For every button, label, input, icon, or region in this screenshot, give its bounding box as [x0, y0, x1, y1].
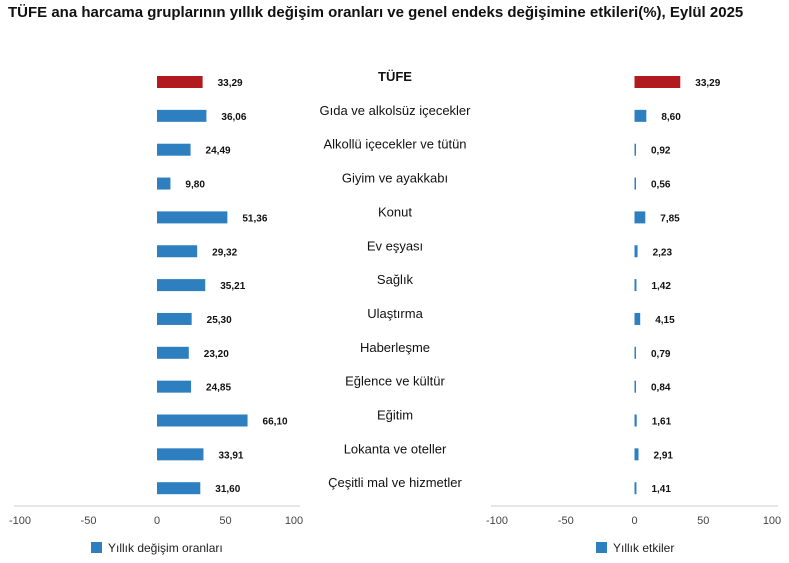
impact-data-label: 2,23	[653, 247, 673, 258]
change-data-label: 35,21	[220, 281, 245, 292]
impact-data-label: 0,56	[651, 180, 671, 191]
change-data-label: 66,10	[263, 417, 288, 428]
change-data-label: 51,36	[242, 213, 267, 224]
change-data-label: 23,20	[204, 349, 229, 360]
impact-data-label: 4,15	[655, 315, 675, 326]
legend-swatch	[91, 542, 102, 553]
impact-bar-saglik	[634, 279, 637, 292]
change-bar-alkollu-icecekler-ve-tutun	[157, 143, 191, 156]
impact-bar-cesitli-mal-ve-hizmetler	[634, 482, 637, 495]
change-data-label: 33,91	[218, 450, 243, 461]
impact-bar-lokanta-ve-oteller	[634, 448, 639, 461]
impact-data-label: 1,61	[652, 417, 672, 428]
change-bar-eglence-ve-kultur	[157, 380, 192, 393]
impact-data-label: 0,79	[651, 349, 671, 360]
change-bar-haberlesme	[157, 346, 189, 359]
left-panel-change-rates: -100 -50 0 50 100 33,29 36,06 24,49 9,80 51,36 29,…	[9, 76, 303, 527]
category-label-lokanta-ve-oteller: Lokanta ve oteller	[344, 441, 447, 456]
change-bar-ulastirma	[157, 312, 192, 325]
change-bar-giyim-ve-ayakkabi	[157, 177, 171, 190]
impact-data-label: 2,91	[654, 450, 674, 461]
category-label-saglik: Sağlık	[377, 272, 414, 287]
impact-bar-giyim-ve-ayakkabi	[634, 177, 636, 190]
impact-data-label: 7,85	[660, 213, 680, 224]
change-bar-konut	[157, 211, 228, 224]
legend-label: Yıllık etkiler	[613, 541, 674, 555]
impact-data-label: 0,92	[651, 146, 671, 157]
impact-bar-eglence-ve-kultur	[634, 380, 636, 393]
impact-data-label: 1,42	[651, 281, 671, 292]
change-bar-ev-esyasi	[157, 245, 198, 258]
change-data-label: 9,80	[185, 180, 205, 191]
category-label-giyim-ve-ayakkabi: Giyim ve ayakkabı	[342, 171, 448, 186]
impact-data-label: 8,60	[661, 112, 681, 123]
change-data-label: 36,06	[221, 112, 246, 123]
chart-title: TÜFE ana harcama gruplarının yıllık deği…	[8, 4, 744, 21]
impact-tick-label: 100	[763, 515, 781, 527]
change-tick-label: 0	[154, 515, 160, 527]
category-labels: TÜFE Gıda ve alkolsüz içecekler Alkollü iç…	[319, 69, 471, 490]
category-label-konut: Konut	[378, 204, 412, 219]
change-bar-cesitli-mal-ve-hizmetler	[157, 482, 201, 495]
change-tick-label: 50	[219, 515, 231, 527]
impact-bar-gida-ve-alkolsuz-icecekler	[634, 109, 647, 122]
category-label-cesitli-mal-ve-hizmetler: Çeşitli mal ve hizmetler	[328, 475, 462, 490]
change-data-label: 33,29	[218, 78, 243, 89]
change-bar-egitim	[157, 414, 248, 427]
impact-tick-label: -100	[486, 515, 508, 527]
category-label-ev-esyasi: Ev eşyası	[367, 238, 423, 253]
change-bar-saglik	[157, 279, 206, 292]
impact-data-label: 33,29	[695, 78, 720, 89]
change-bar-lokanta-ve-oteller	[157, 448, 204, 461]
legend-impacts: Yıllık etkiler	[596, 541, 674, 555]
change-data-label: 29,32	[212, 247, 237, 258]
impact-tick-label: 0	[631, 515, 637, 527]
impact-bar-ulastirma	[634, 312, 641, 325]
impact-bar-egitim	[634, 414, 637, 427]
impact-bar-haberlesme	[634, 346, 636, 359]
category-label-gida-ve-alkolsuz-icecekler: Gıda ve alkolsüz içecekler	[319, 103, 471, 118]
change-tick-label: -50	[81, 515, 97, 527]
change-data-label: 24,49	[206, 146, 231, 157]
legend-swatch	[596, 542, 607, 553]
change-tick-label: 100	[285, 515, 303, 527]
change-data-label: 25,30	[207, 315, 232, 326]
change-data-label: 31,60	[215, 484, 240, 495]
category-label-egitim: Eğitim	[377, 408, 413, 423]
change-data-label: 24,85	[206, 383, 231, 394]
legend-label: Yıllık değişim oranları	[108, 541, 223, 555]
category-label-haberlesme: Haberleşme	[360, 340, 430, 355]
impact-data-label: 1,41	[651, 484, 671, 495]
category-label-ulastirma: Ulaştırma	[367, 306, 423, 321]
change-bar-tufe	[157, 76, 203, 88]
change-tick-label: -100	[9, 515, 31, 527]
impact-bar-tufe	[634, 76, 681, 88]
impact-bar-alkollu-icecekler-ve-tutun	[634, 143, 636, 156]
impact-tick-label: 50	[697, 515, 709, 527]
category-label-alkollu-icecekler-ve-tutun: Alkollü içecekler ve tütün	[323, 137, 466, 152]
category-label-eglence-ve-kultur: Eğlence ve kültür	[345, 374, 445, 389]
change-bar-gida-ve-alkolsuz-icecekler	[157, 109, 207, 122]
impact-tick-label: -50	[558, 515, 574, 527]
impact-bar-konut	[634, 211, 646, 224]
impact-bar-ev-esyasi	[634, 245, 638, 258]
impact-data-label: 0,84	[651, 383, 671, 394]
right-panel-contributions: -100 -50 0 50 100 33,29 8,60 0,92 0,56 7,85 2,23 1,…	[486, 76, 781, 527]
legends: Yıllık değişim oranları Yıllık etkiler	[91, 541, 674, 555]
category-label-tufe: TÜFE	[378, 69, 412, 84]
legend-change-rates: Yıllık değişim oranları	[91, 541, 223, 555]
